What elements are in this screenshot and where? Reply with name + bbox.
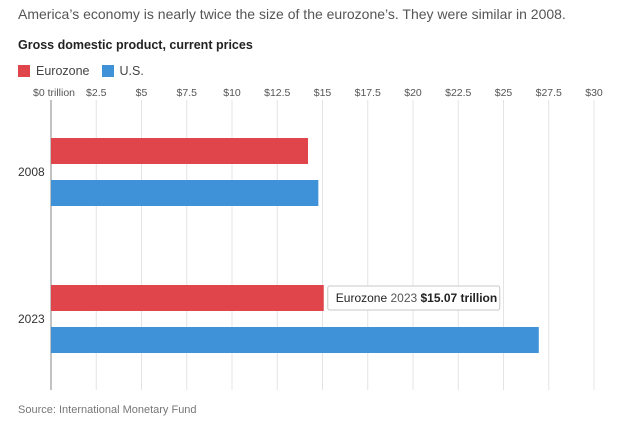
category-label-2008: 2008 (18, 165, 45, 179)
legend-label-eurozone: Eurozone (36, 64, 90, 78)
tooltip-box (327, 285, 501, 311)
chart-title: Gross domestic product, current prices (18, 38, 253, 52)
x-tick-label: $17.5 (355, 87, 381, 99)
bar-eurozone-2023[interactable] (51, 285, 324, 311)
tooltip-series: Eurozone (336, 291, 391, 305)
x-tick-label: $27.5 (536, 87, 562, 99)
bar-us-2023[interactable] (51, 327, 539, 353)
x-tick-label: $20 (404, 87, 422, 99)
bar-eurozone-2008[interactable] (51, 138, 309, 164)
x-tick-label: $7.5 (177, 87, 198, 99)
source-note: Source: International Monetary Fund (18, 404, 197, 416)
legend-swatch-us (101, 65, 114, 77)
legend-label-us: U.S. (119, 64, 144, 78)
x-tick-label: $25 (495, 87, 513, 99)
x-tick-label: $0 trillion (33, 87, 75, 99)
x-tick-label: $12.5 (264, 87, 290, 99)
x-tick-label: $5 (136, 87, 148, 99)
legend-item-us[interactable]: U.S. (101, 64, 144, 78)
legend-item-eurozone[interactable]: Eurozone (18, 64, 90, 78)
tooltip-year: 2023 (390, 291, 420, 305)
legend: Eurozone U.S. (18, 64, 156, 78)
x-tick-label: $2.5 (86, 87, 107, 99)
x-tick-label: $22.5 (445, 87, 471, 99)
category-label-2023: 2023 (18, 312, 45, 326)
x-tick-label: $30 (585, 87, 603, 99)
x-tick-label: $15 (314, 87, 332, 99)
tooltip-value: $15.07 trillion (421, 291, 498, 305)
legend-swatch-eurozone (18, 65, 30, 77)
x-tick-label: $10 (223, 87, 241, 99)
bar-us-2008[interactable] (51, 180, 319, 206)
tooltip-text: Eurozone 2023 $15.07 trillion (336, 291, 497, 305)
chart-headline: America’s economy is nearly twice the si… (18, 6, 566, 22)
